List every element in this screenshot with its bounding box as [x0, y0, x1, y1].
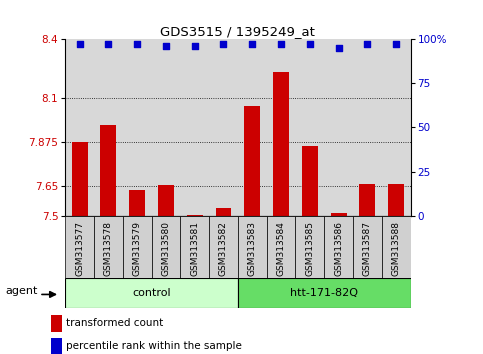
Bar: [382, 216, 411, 278]
Text: percentile rank within the sample: percentile rank within the sample: [66, 342, 242, 352]
Point: [191, 43, 199, 49]
Bar: [238, 278, 411, 308]
Point: [220, 41, 227, 47]
Point: [364, 41, 371, 47]
Text: control: control: [132, 288, 171, 298]
Point: [104, 41, 112, 47]
Bar: [353, 216, 382, 278]
Bar: [209, 216, 238, 278]
Point: [392, 41, 400, 47]
Bar: [129, 190, 145, 216]
Text: GSM313584: GSM313584: [277, 221, 285, 276]
Text: GSM313582: GSM313582: [219, 221, 228, 276]
Point: [76, 41, 84, 47]
Text: agent: agent: [5, 286, 38, 296]
Title: GDS3515 / 1395249_at: GDS3515 / 1395249_at: [160, 25, 315, 38]
Bar: [65, 278, 238, 308]
Text: GSM313587: GSM313587: [363, 221, 372, 276]
Bar: [244, 106, 260, 216]
Bar: [158, 185, 174, 216]
Text: GSM313578: GSM313578: [104, 221, 113, 276]
Bar: [100, 125, 116, 216]
Bar: [65, 216, 94, 278]
Bar: [123, 216, 152, 278]
Text: GSM313586: GSM313586: [334, 221, 343, 276]
Bar: [296, 216, 324, 278]
Text: GSM313581: GSM313581: [190, 221, 199, 276]
Text: GSM313585: GSM313585: [305, 221, 314, 276]
Point: [162, 43, 170, 49]
Bar: [273, 72, 289, 216]
Point: [248, 41, 256, 47]
Bar: [238, 216, 267, 278]
Bar: [51, 338, 62, 354]
Point: [133, 41, 141, 47]
Bar: [51, 315, 62, 332]
Bar: [215, 208, 231, 216]
Bar: [331, 213, 346, 216]
Bar: [152, 216, 180, 278]
Text: GSM313579: GSM313579: [133, 221, 142, 276]
Bar: [388, 184, 404, 216]
Bar: [324, 216, 353, 278]
Bar: [180, 216, 209, 278]
Text: GSM313577: GSM313577: [75, 221, 84, 276]
Bar: [302, 146, 318, 216]
Bar: [187, 215, 203, 216]
Text: GSM313588: GSM313588: [392, 221, 401, 276]
Text: GSM313583: GSM313583: [248, 221, 257, 276]
Bar: [71, 142, 87, 216]
Bar: [267, 216, 296, 278]
Bar: [359, 184, 375, 216]
Text: htt-171-82Q: htt-171-82Q: [290, 288, 358, 298]
Point: [277, 41, 285, 47]
Text: GSM313580: GSM313580: [161, 221, 170, 276]
Point: [306, 41, 313, 47]
Bar: [94, 216, 123, 278]
Point: [335, 45, 342, 51]
Text: transformed count: transformed count: [66, 319, 164, 329]
